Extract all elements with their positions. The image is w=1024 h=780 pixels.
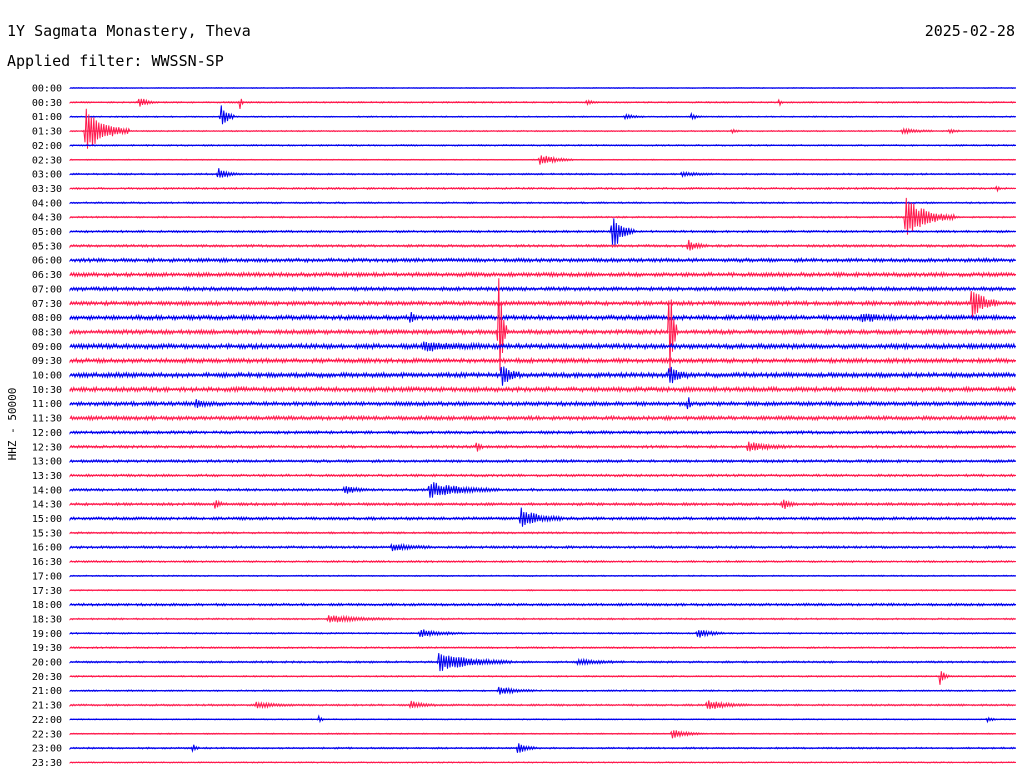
row-label: 11:00 bbox=[32, 399, 62, 410]
row-label: 06:00 bbox=[32, 256, 62, 267]
trace-line bbox=[69, 507, 1016, 527]
trace-group bbox=[69, 87, 1016, 764]
row-label: 23:00 bbox=[32, 744, 62, 755]
row-label: 04:00 bbox=[32, 198, 62, 209]
row-label: 12:00 bbox=[32, 428, 62, 439]
row-label: 22:30 bbox=[32, 729, 62, 740]
row-label: 02:00 bbox=[32, 141, 62, 152]
station-title: 1Y Sagmata Monastery, Theva bbox=[7, 22, 251, 40]
row-label: 21:30 bbox=[32, 701, 62, 712]
row-label: 13:30 bbox=[32, 471, 62, 482]
row-label: 14:00 bbox=[32, 485, 62, 496]
row-label: 01:00 bbox=[32, 112, 62, 123]
row-label: 11:30 bbox=[32, 414, 62, 425]
row-label: 05:00 bbox=[32, 227, 62, 238]
row-label: 19:30 bbox=[32, 643, 62, 654]
trace-line bbox=[69, 108, 1016, 149]
row-label: 06:30 bbox=[32, 270, 62, 281]
row-label: 10:30 bbox=[32, 385, 62, 396]
trace-line bbox=[69, 239, 1016, 251]
row-label: 08:30 bbox=[32, 327, 62, 338]
row-label: 20:30 bbox=[32, 672, 62, 683]
trace-line bbox=[69, 98, 1016, 109]
trace-line bbox=[69, 366, 1016, 386]
row-label: 03:30 bbox=[32, 184, 62, 195]
row-label: 15:30 bbox=[32, 528, 62, 539]
row-label: 00:00 bbox=[32, 84, 62, 95]
row-label: 09:30 bbox=[32, 356, 62, 367]
trace-line bbox=[69, 671, 1016, 685]
row-label: 17:00 bbox=[32, 571, 62, 582]
row-label: 07:00 bbox=[32, 284, 62, 295]
row-label: 03:00 bbox=[32, 170, 62, 181]
trace-line bbox=[69, 291, 1016, 318]
row-label: 09:00 bbox=[32, 342, 62, 353]
row-label: 01:30 bbox=[32, 127, 62, 138]
row-label: 19:00 bbox=[32, 629, 62, 640]
row-label: 18:30 bbox=[32, 614, 62, 625]
filter-label: Applied filter: WWSSN-SP bbox=[7, 52, 224, 70]
channel-label: HHZ - 50000 bbox=[6, 388, 19, 461]
row-label: 16:00 bbox=[32, 543, 62, 554]
trace-line bbox=[69, 168, 1016, 179]
row-label: 13:00 bbox=[32, 457, 62, 468]
row-labels: 00:00 00:30 01:00 01:30 02:00 02:30 03:00 03:30… bbox=[32, 84, 62, 769]
row-label: 16:30 bbox=[32, 557, 62, 568]
date-label: 2025-02-28 bbox=[925, 22, 1015, 40]
row-label: 08:00 bbox=[32, 313, 62, 324]
row-label: 12:30 bbox=[32, 442, 62, 453]
row-label: 02:30 bbox=[32, 155, 62, 166]
row-label: 20:00 bbox=[32, 658, 62, 669]
row-label: 17:30 bbox=[32, 586, 62, 597]
trace-line bbox=[69, 105, 1016, 125]
row-label: 10:00 bbox=[32, 371, 62, 382]
row-label: 22:00 bbox=[32, 715, 62, 726]
trace-line bbox=[69, 278, 1016, 372]
row-label: 14:30 bbox=[32, 500, 62, 511]
row-label: 05:30 bbox=[32, 241, 62, 252]
row-label: 00:30 bbox=[32, 98, 62, 109]
row-label: 21:00 bbox=[32, 686, 62, 697]
row-label: 18:00 bbox=[32, 600, 62, 611]
row-label: 23:30 bbox=[32, 758, 62, 769]
row-label: 07:30 bbox=[32, 299, 62, 310]
row-label: 15:00 bbox=[32, 514, 62, 525]
row-label: 04:30 bbox=[32, 213, 62, 224]
